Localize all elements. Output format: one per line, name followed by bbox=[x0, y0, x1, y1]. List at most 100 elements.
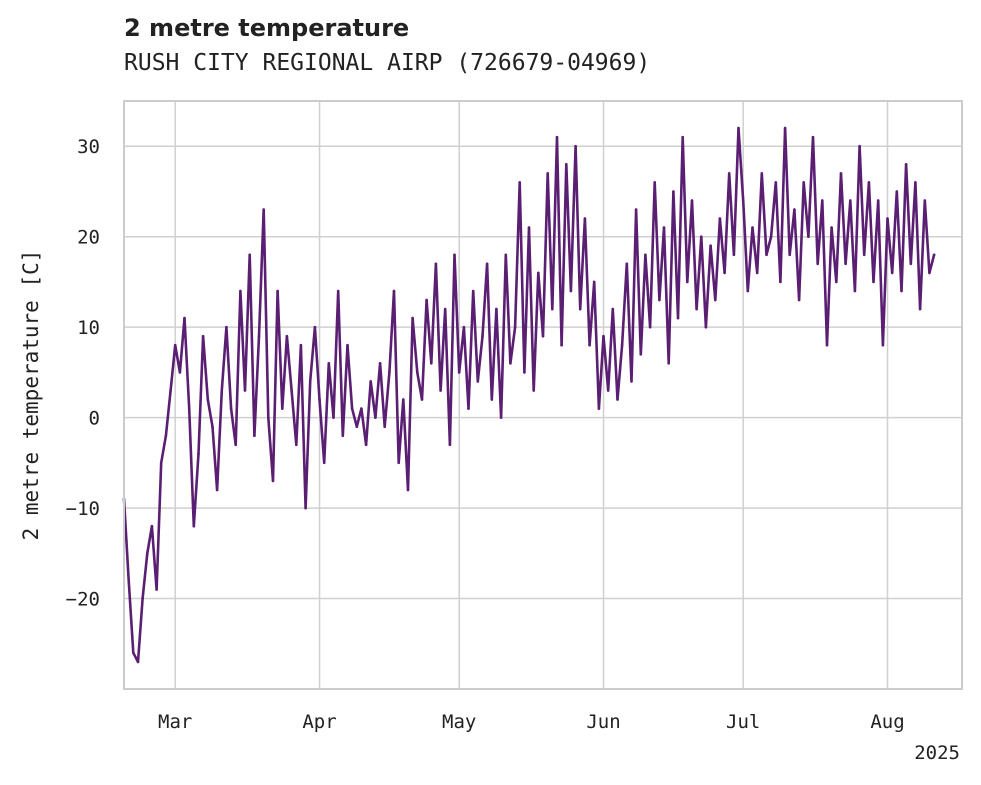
data-point bbox=[313, 325, 317, 329]
data-point bbox=[411, 316, 414, 320]
x-year-label: 2025 bbox=[914, 742, 960, 764]
data-point bbox=[336, 289, 340, 293]
data-point bbox=[355, 425, 359, 429]
data-point bbox=[322, 461, 326, 465]
data-point bbox=[835, 280, 838, 284]
data-point bbox=[453, 253, 456, 257]
data-point bbox=[700, 235, 703, 238]
data-point bbox=[197, 452, 200, 456]
data-point bbox=[136, 660, 140, 664]
data-point bbox=[406, 488, 410, 492]
data-point bbox=[923, 199, 927, 202]
data-point bbox=[132, 651, 135, 655]
data-point bbox=[192, 524, 196, 528]
data-point bbox=[462, 325, 466, 329]
data-point bbox=[853, 289, 857, 293]
data-point bbox=[495, 307, 498, 311]
data-point bbox=[383, 425, 387, 429]
data-point bbox=[378, 362, 382, 365]
data-point bbox=[374, 416, 377, 419]
data-point bbox=[234, 443, 237, 447]
data-point bbox=[332, 416, 335, 419]
chart-subtitle: RUSH CITY REGIONAL AIRP (726679-04969) bbox=[124, 50, 651, 76]
data-point bbox=[895, 190, 899, 193]
data-point bbox=[886, 217, 889, 220]
data-point bbox=[779, 280, 782, 284]
data-point bbox=[769, 235, 773, 238]
data-point bbox=[755, 271, 759, 275]
data-point bbox=[248, 253, 251, 257]
x-tick-label: Jun bbox=[586, 711, 620, 733]
data-point bbox=[416, 371, 419, 374]
data-point bbox=[681, 135, 684, 139]
data-point bbox=[443, 307, 447, 311]
data-point bbox=[732, 253, 736, 257]
data-point bbox=[183, 316, 186, 320]
axis-labels: −20 −10 0 10 20 30 Mar Apr May Jun Jul Aug 2025 2 met… bbox=[19, 136, 960, 764]
data-point bbox=[825, 343, 829, 347]
data-point bbox=[928, 271, 931, 275]
data-point bbox=[243, 389, 247, 392]
data-point bbox=[448, 443, 452, 447]
data-point bbox=[597, 407, 601, 410]
data-point bbox=[281, 407, 284, 410]
data-point bbox=[676, 316, 680, 320]
x-tick-label: Mar bbox=[158, 711, 192, 733]
data-point bbox=[741, 199, 745, 202]
data-point bbox=[890, 271, 894, 275]
data-point bbox=[532, 389, 535, 392]
data-point bbox=[630, 380, 633, 383]
data-point bbox=[159, 461, 163, 465]
data-point bbox=[900, 289, 903, 293]
data-point bbox=[397, 461, 401, 465]
y-tick-label: −20 bbox=[66, 589, 100, 611]
data-point bbox=[802, 181, 805, 184]
y-tick-label: 0 bbox=[89, 408, 100, 430]
data-point bbox=[667, 362, 670, 365]
data-point bbox=[611, 307, 615, 311]
data-point bbox=[606, 389, 610, 392]
data-point bbox=[783, 126, 787, 130]
data-point bbox=[290, 389, 293, 392]
data-point bbox=[457, 371, 461, 374]
data-point bbox=[690, 199, 694, 202]
data-point bbox=[737, 126, 740, 130]
data-point bbox=[392, 289, 396, 293]
data-point bbox=[797, 298, 801, 302]
data-point bbox=[481, 334, 484, 338]
grid-lines bbox=[124, 101, 962, 689]
data-point bbox=[257, 334, 261, 338]
data-point bbox=[909, 262, 913, 266]
data-point bbox=[173, 343, 177, 347]
data-point bbox=[639, 353, 643, 356]
data-point bbox=[271, 479, 275, 483]
x-tick-label: May bbox=[442, 711, 476, 733]
y-axis-label: 2 metre temperature [C] bbox=[19, 250, 43, 541]
data-point bbox=[844, 262, 847, 266]
data-point bbox=[672, 190, 675, 193]
data-point bbox=[876, 199, 880, 202]
data-point bbox=[904, 163, 908, 166]
data-point bbox=[774, 181, 778, 184]
data-point bbox=[765, 253, 768, 257]
data-point bbox=[467, 407, 470, 410]
data-point bbox=[588, 343, 591, 347]
data-point bbox=[425, 298, 428, 302]
data-point bbox=[276, 289, 279, 293]
data-point bbox=[620, 343, 624, 347]
data-point bbox=[821, 199, 824, 202]
data-point bbox=[569, 289, 573, 293]
data-point bbox=[308, 380, 312, 383]
x-tick-label: Aug bbox=[870, 711, 904, 733]
data-point bbox=[341, 434, 345, 438]
data-point bbox=[662, 226, 666, 229]
data-point bbox=[164, 434, 168, 438]
data-point bbox=[867, 181, 871, 184]
data-point bbox=[602, 334, 605, 338]
data-point bbox=[471, 289, 475, 293]
data-point bbox=[555, 135, 559, 139]
data-point bbox=[430, 362, 433, 365]
data-point bbox=[295, 443, 298, 447]
data-point bbox=[537, 271, 540, 275]
data-point bbox=[527, 226, 531, 229]
